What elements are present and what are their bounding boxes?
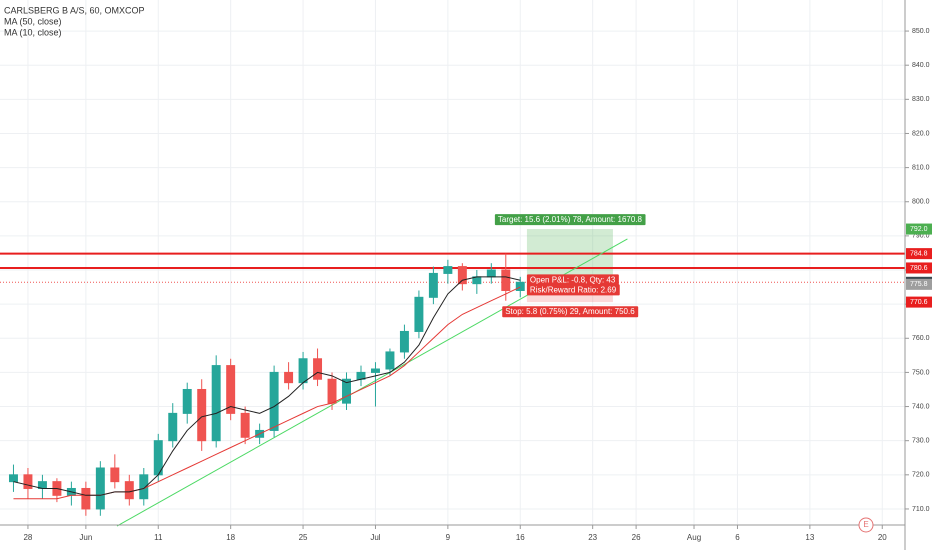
position-label-box	[502, 306, 639, 318]
legend-entry: MA (50, close)	[4, 16, 62, 26]
price-label: 792.0	[910, 226, 928, 233]
candle-body	[124, 481, 134, 500]
candle-body	[182, 388, 192, 414]
y-tick-label: 820.0	[912, 130, 930, 137]
price-label-box	[906, 223, 932, 235]
x-tick-label: Aug	[687, 533, 701, 542]
y-tick-label: 740.0	[912, 403, 930, 410]
candle-body	[95, 467, 105, 510]
price-label: 784.8	[910, 250, 928, 257]
candle-body	[342, 378, 351, 404]
x-tick-label: 28	[23, 533, 32, 542]
y-tick-label: 840.0	[912, 62, 930, 69]
x-tick-label: Jul	[370, 533, 380, 542]
candle-body	[240, 412, 250, 438]
candle-body	[327, 378, 337, 404]
price-label: 775.8	[910, 281, 928, 288]
candle-body	[486, 269, 496, 278]
y-tick-label: 800.0	[912, 199, 930, 206]
event-icon[interactable]	[858, 517, 874, 533]
price-label-box	[906, 278, 932, 290]
candle-body	[443, 266, 453, 274]
legend-entry: MA (10, close)	[4, 27, 62, 37]
ma-line	[13, 276, 521, 496]
candle-body	[313, 358, 323, 380]
candle-body	[269, 371, 279, 431]
position-label: Stop: 5.8 (0.75%) 29, Amount: 750.6	[505, 307, 635, 316]
y-tick-label: 810.0	[912, 164, 930, 171]
y-tick-label: 850.0	[912, 28, 930, 35]
x-tick-label: 25	[299, 533, 308, 542]
x-tick-label: 9	[446, 533, 451, 542]
candle-body	[370, 368, 380, 373]
position-label-box	[494, 214, 646, 226]
position-label: Open P&L: -0.8, Qty: 43	[530, 275, 616, 284]
y-tick-label: 790.0	[912, 233, 930, 240]
candle-body	[284, 371, 294, 384]
candle-body	[457, 266, 467, 285]
candle-body	[23, 474, 33, 489]
candle-body	[399, 330, 409, 353]
plot-area	[0, 229, 905, 527]
candle-body	[211, 365, 221, 442]
x-tick-label: 16	[516, 533, 525, 542]
price-label: 780.6	[910, 265, 928, 272]
x-tick-label: 6	[735, 533, 740, 542]
candle-body	[515, 281, 525, 291]
candle-body	[110, 467, 120, 483]
x-tick-label: 18	[226, 533, 235, 542]
position-label: Risk/Reward Ratio: 2.69	[530, 285, 617, 294]
y-tick-label: 710.0	[912, 506, 930, 513]
y-tick-label: 730.0	[912, 438, 930, 445]
price-label-box	[906, 296, 932, 308]
y-tick-label: 720.0	[912, 472, 930, 479]
candle-body	[501, 269, 511, 291]
y-tick-label: 750.0	[912, 369, 930, 376]
position-label: Target: 15.6 (2.01%) 78, Amount: 1670.8	[498, 215, 643, 224]
x-tick-label: Jun	[79, 533, 92, 542]
x-tick-label: 11	[154, 533, 163, 542]
x-tick-label: 13	[805, 533, 814, 542]
candle-body	[385, 351, 395, 370]
price-label-box	[906, 248, 932, 260]
chart-title: CARLSBERG B A/S, 60, OMXCOP	[4, 5, 145, 15]
x-tick-label: 26	[632, 533, 641, 542]
position-label-box	[526, 284, 620, 296]
x-tick-label: 23	[588, 533, 597, 542]
candle-body	[298, 358, 308, 384]
candle-body	[428, 272, 438, 298]
candle-body	[414, 296, 424, 332]
candle-body	[226, 365, 236, 414]
candle-body	[168, 412, 178, 442]
price-label-box	[906, 262, 932, 274]
candle-body	[8, 474, 18, 483]
target-zone	[526, 229, 613, 283]
price-label: 770.6	[910, 299, 928, 306]
x-tick-label: 20	[878, 533, 887, 542]
y-tick-label: 760.0	[912, 335, 930, 342]
position-label-box	[526, 274, 619, 286]
candle-body	[197, 388, 207, 442]
y-tick-label: 830.0	[912, 96, 930, 103]
event-marker: E	[863, 520, 868, 529]
candle-body	[81, 487, 91, 510]
